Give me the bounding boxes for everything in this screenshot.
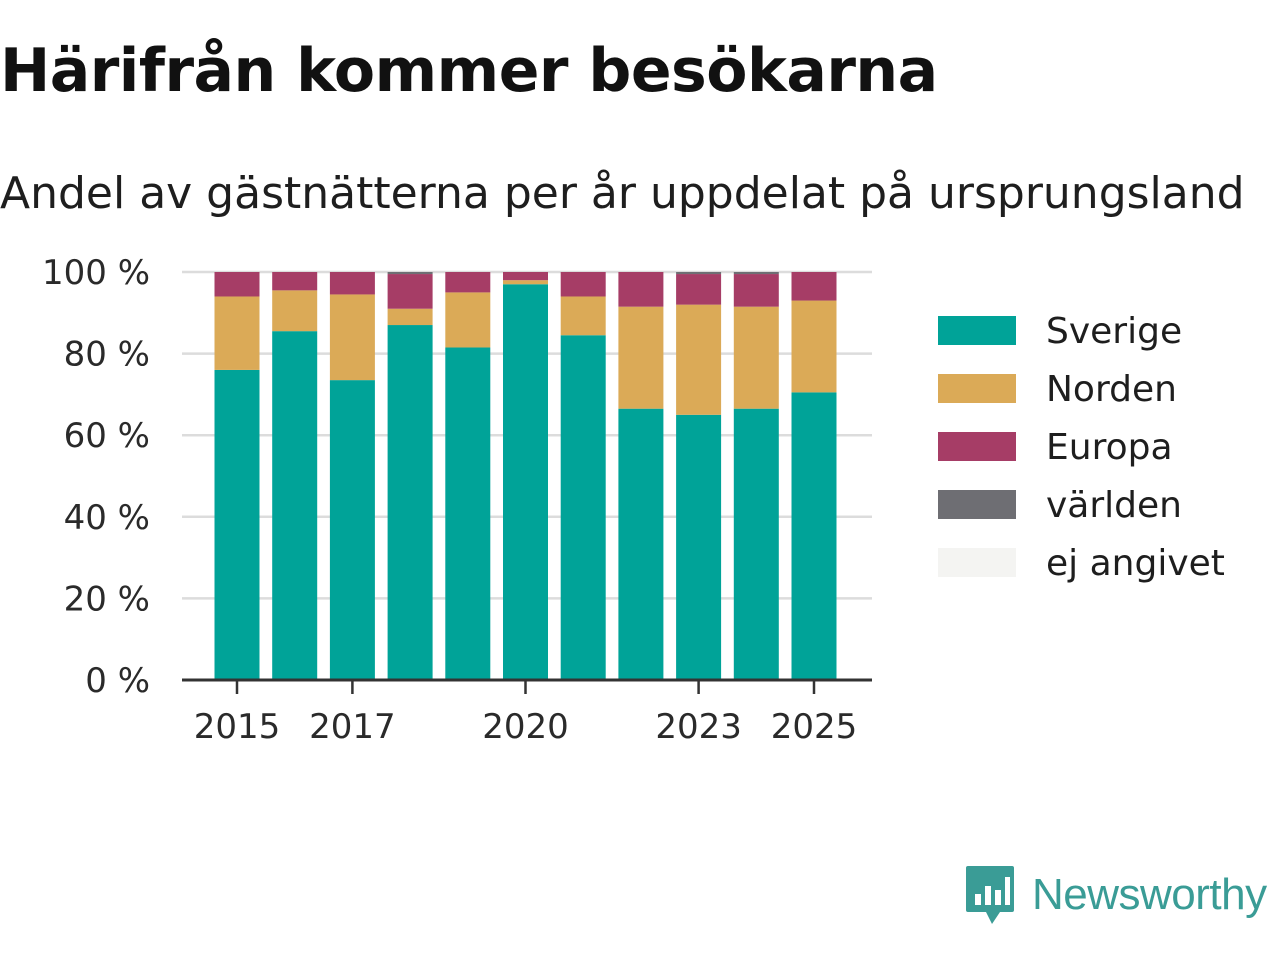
bar-segment-norden: [387, 308, 433, 326]
y-tick-label: 20 %: [64, 579, 150, 619]
legend: Sverige Norden Europa världen ej angivet: [938, 311, 1225, 584]
bar-segment-norden: [618, 306, 664, 409]
legend-label: världen: [1046, 485, 1182, 526]
brand-name: Newsworthy: [1032, 870, 1267, 919]
x-tick-label: 2020: [482, 707, 569, 747]
bar-segment-europa: [733, 274, 779, 307]
bar-segment-europa: [560, 272, 606, 297]
bar-segment-europa: [445, 272, 491, 293]
bar-segment-sverige: [272, 331, 318, 680]
bar-segment-norden: [676, 304, 722, 415]
bar-segment-sverige: [560, 335, 606, 680]
bar-segment-sverige: [733, 408, 779, 680]
stacked-bar-chart: 0 % 20 % 40 % 60 % 80 % 100 % 2015 2017 2020 2023…: [42, 253, 1225, 747]
bar-segment-europa: [503, 272, 548, 281]
x-tick-label: 2015: [194, 707, 281, 747]
legend-label: ej angivet: [1046, 543, 1225, 584]
brand-logo: Newsworthy: [964, 864, 1267, 926]
bar-segment-sverige: [676, 414, 722, 680]
bar-segment-världen: [676, 272, 722, 275]
x-tick-label: 2017: [309, 707, 396, 747]
legend-label: Europa: [1046, 427, 1173, 468]
legend-label: Norden: [1046, 369, 1177, 410]
bar-segment-europa: [676, 274, 722, 305]
bar-segment-norden: [733, 306, 779, 409]
bar-segment-sverige: [503, 284, 548, 680]
y-tick-label: 80 %: [64, 335, 150, 375]
bars: [214, 272, 837, 680]
chart-title: Härifrån kommer besökarna: [0, 36, 938, 106]
bar-segment-sverige: [387, 325, 433, 680]
axes: 0 % 20 % 40 % 60 % 80 % 100 % 2015 2017 2020 2023…: [42, 253, 872, 747]
bar-segment-norden: [791, 300, 837, 393]
legend-label: Sverige: [1046, 311, 1182, 352]
bar-segment-sverige: [445, 347, 491, 680]
y-tick-label: 100 %: [42, 253, 150, 293]
x-tick-label: 2023: [655, 707, 742, 747]
bar-segment-världen: [387, 272, 433, 275]
bar-segment-europa: [791, 272, 837, 301]
newsworthy-logo-icon: [966, 866, 1014, 924]
bar-segment-sverige: [791, 392, 837, 680]
bar-segment-europa: [214, 272, 260, 297]
bar-segment-europa: [387, 274, 433, 309]
legend-swatch: [938, 374, 1016, 403]
bar-segment-sverige: [618, 408, 664, 680]
x-tick-label: 2025: [771, 707, 858, 747]
bar-segment-sverige: [214, 369, 260, 680]
bar-segment-norden: [329, 294, 375, 381]
bar-segment-sverige: [329, 380, 375, 680]
bar-segment-världen: [733, 272, 779, 275]
legend-swatch: [938, 316, 1016, 345]
chart-subtitle: Andel av gästnätterna per år uppdelat på…: [0, 168, 1245, 219]
legend-swatch: [938, 432, 1016, 461]
bar-segment-norden: [445, 292, 491, 348]
bar-segment-europa: [329, 272, 375, 295]
bar-segment-norden: [560, 296, 606, 336]
bar-segment-europa: [618, 272, 664, 307]
bar-segment-norden: [272, 290, 318, 332]
bar-segment-europa: [272, 272, 318, 291]
legend-swatch: [938, 490, 1016, 519]
legend-swatch: [938, 548, 1016, 577]
y-tick-label: 60 %: [64, 416, 150, 456]
bar-segment-norden: [214, 296, 260, 370]
y-tick-label: 0 %: [85, 661, 150, 701]
bar-segment-norden: [503, 280, 548, 285]
y-tick-label: 40 %: [64, 498, 150, 538]
